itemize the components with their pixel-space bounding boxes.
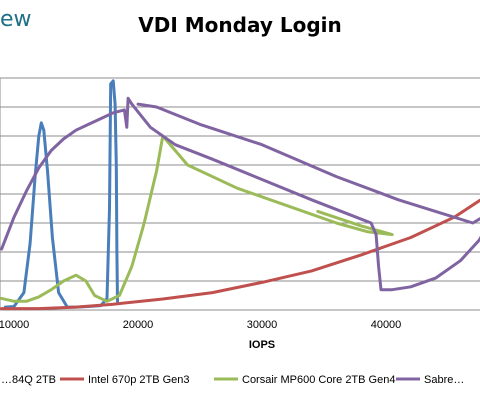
- x-tick-label-10000: 10000: [0, 319, 29, 331]
- chart-title: VDI Monday Login: [138, 13, 341, 37]
- legend-label-series-3: Sabre…: [424, 374, 464, 386]
- legend: …84Q 2TB Intel 670p 2TB Gen3 Corsair MP6…: [1, 374, 464, 386]
- series-line-2: [0, 134, 394, 303]
- legend-label-series-0: …84Q 2TB: [1, 374, 56, 386]
- series-line-3: [0, 96, 480, 292]
- series-lines: [0, 79, 480, 311]
- brand-logo-text: ew: [0, 7, 32, 32]
- series-line-1: [0, 198, 480, 311]
- x-tick-label-40000: 40000: [371, 319, 402, 331]
- x-tick-label-30000: 30000: [247, 319, 278, 331]
- legend-label-series-2: Corsair MP600 Core 2TB Gen4: [242, 374, 395, 386]
- x-tick-label-20000: 20000: [123, 319, 154, 331]
- x-axis-label: IOPS: [249, 339, 275, 351]
- gridlines: [0, 77, 480, 282]
- legend-label-series-1: Intel 670p 2TB Gen3: [88, 374, 190, 386]
